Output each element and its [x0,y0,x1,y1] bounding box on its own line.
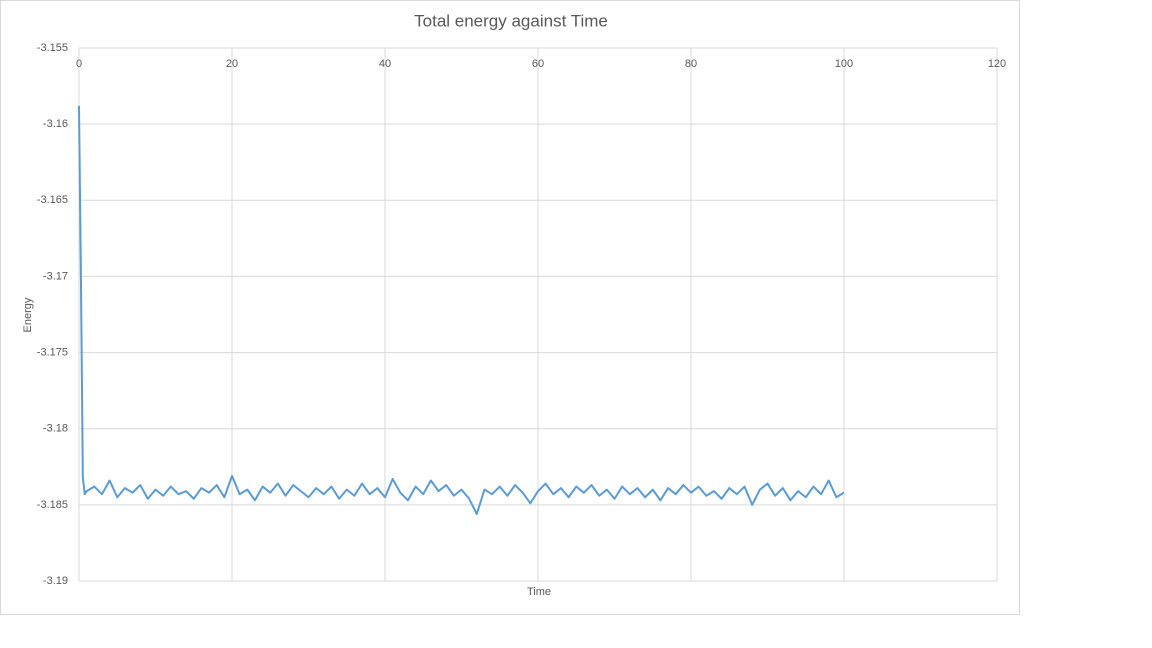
x-tick-label: 120 [988,58,1006,70]
x-tick-label: 0 [76,58,82,70]
data-line [78,105,845,515]
x-tick-label: 100 [835,58,853,70]
y-tick-label: -3.19 [43,575,68,587]
y-tick-label: -3.155 [37,42,68,54]
x-tick-label: 60 [532,58,544,70]
y-tick-label: -3.16 [43,118,68,130]
y-tick-label: -3.185 [37,499,68,511]
chart-frame [0,0,1020,615]
y-tick-label: -3.175 [37,346,68,358]
y-tick-label: -3.165 [37,194,68,206]
y-tick-label: -3.17 [43,270,68,282]
y-tick-label: -3.18 [43,423,68,435]
x-tick-label: 40 [379,58,391,70]
x-tick-label: 80 [685,58,697,70]
x-tick-label: 20 [226,58,238,70]
chart-title: Total energy against Time [414,11,608,30]
y-axis-title: Energy [22,297,34,332]
x-axis-title: Time [527,586,551,598]
